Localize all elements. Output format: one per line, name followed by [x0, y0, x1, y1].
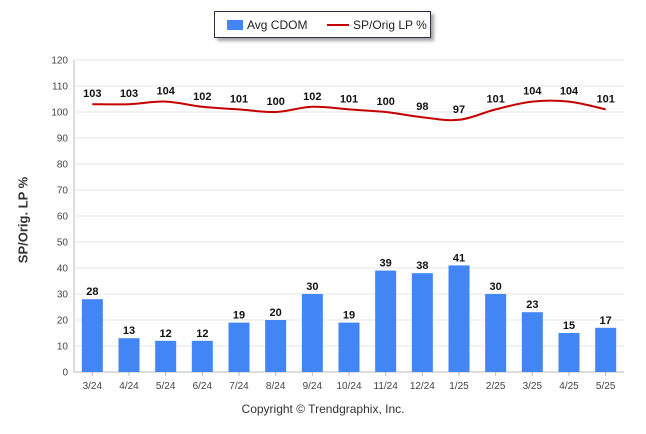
line-value-label: 100: [376, 96, 394, 108]
line-value-label: 102: [193, 91, 211, 103]
line-value-label: 101: [230, 93, 248, 105]
y-tick-label: 80: [57, 160, 69, 171]
bar-value-label: 38: [416, 260, 428, 272]
copyright-credit: Copyright © Trendgraphix, Inc.: [241, 402, 405, 416]
x-tick-label: 12/24: [410, 381, 435, 392]
bar-value-label: 28: [86, 286, 98, 298]
line-value-label: 103: [83, 88, 101, 100]
bar: [558, 333, 580, 372]
legend-label-avg-cdom: Avg CDOM: [247, 18, 308, 32]
legend-item-avg-cdom[interactable]: Avg CDOM: [227, 18, 307, 32]
y-tick-label: 60: [57, 212, 69, 223]
x-tick-label: 10/24: [336, 381, 361, 392]
x-tick-label: 8/24: [266, 381, 286, 392]
x-tick-label: 9/24: [303, 381, 323, 392]
y-tick-label: 50: [57, 238, 69, 249]
y-tick-label: 70: [57, 186, 69, 197]
x-tick-label: 4/24: [119, 381, 139, 392]
bar-value-label: 39: [380, 258, 392, 270]
line-value-label: 100: [266, 96, 284, 108]
bar-value-label: 13: [123, 325, 135, 337]
x-tick-label: 5/25: [596, 381, 616, 392]
bar: [191, 340, 213, 372]
bar-value-label: 17: [600, 315, 612, 327]
bar: [265, 320, 287, 372]
bar: [338, 322, 360, 372]
bar-value-label: 12: [160, 328, 172, 340]
legend-label-sp-orig-lp: SP/Orig LP %: [353, 18, 427, 32]
bar: [521, 312, 543, 372]
line-value-label: 104: [156, 86, 175, 98]
bar-value-label: 15: [563, 320, 575, 332]
bar: [155, 340, 177, 372]
bar-value-label: 12: [196, 328, 208, 340]
bar-value-label: 30: [306, 281, 318, 293]
bar: [118, 338, 140, 372]
legend-swatch-line: [327, 24, 349, 26]
line-value-label: 98: [416, 101, 428, 113]
x-tick-label: 3/24: [83, 381, 103, 392]
legend-item-sp-orig-lp[interactable]: SP/Orig LP %: [327, 18, 427, 32]
bar: [595, 327, 617, 372]
x-tick-label: 2/25: [486, 381, 506, 392]
x-tick-label: 3/25: [523, 381, 543, 392]
bar: [375, 270, 397, 372]
bar-value-label: 20: [270, 307, 282, 319]
line-value-label: 104: [523, 86, 542, 98]
line-value-label: 101: [486, 93, 504, 105]
bar: [411, 273, 433, 372]
bar-value-label: 30: [490, 281, 502, 293]
y-tick-label: 120: [51, 56, 68, 67]
legend: Avg CDOM SP/Orig LP %: [214, 11, 431, 38]
y-tick-label: 10: [57, 342, 69, 353]
bar-value-label: 19: [343, 310, 355, 322]
y-tick-label: 110: [52, 82, 68, 93]
y-axis-title: SP/Orig. LP %: [15, 176, 31, 264]
bar: [301, 294, 323, 372]
y-tick-label: 100: [51, 108, 68, 119]
y-tick-label: 40: [57, 264, 69, 275]
x-tick-label: 5/24: [156, 381, 176, 392]
bar: [485, 294, 507, 372]
line-value-label: 101: [596, 93, 614, 105]
x-tick-label: 1/25: [449, 381, 469, 392]
bar: [228, 322, 250, 372]
x-tick-label: 6/24: [193, 381, 213, 392]
x-tick-label: 11/24: [374, 381, 399, 392]
line-value-label: 103: [120, 88, 138, 100]
y-tick-label: 20: [57, 316, 69, 327]
bar: [448, 265, 470, 372]
y-tick-label: 90: [57, 134, 69, 145]
y-tick-label: 30: [57, 290, 69, 301]
bar-value-label: 23: [526, 299, 538, 311]
bar-value-label: 19: [233, 310, 245, 322]
x-tick-label: 4/25: [559, 381, 579, 392]
bar-value-label: 41: [453, 252, 465, 264]
line-value-label: 97: [453, 104, 465, 116]
y-tick-label: 0: [62, 368, 68, 379]
bar: [81, 299, 103, 372]
line-value-label: 101: [340, 93, 358, 105]
line-value-label: 104: [560, 86, 579, 98]
line-value-label: 102: [303, 91, 321, 103]
x-tick-label: 7/24: [229, 381, 249, 392]
legend-swatch-bar: [227, 20, 243, 30]
